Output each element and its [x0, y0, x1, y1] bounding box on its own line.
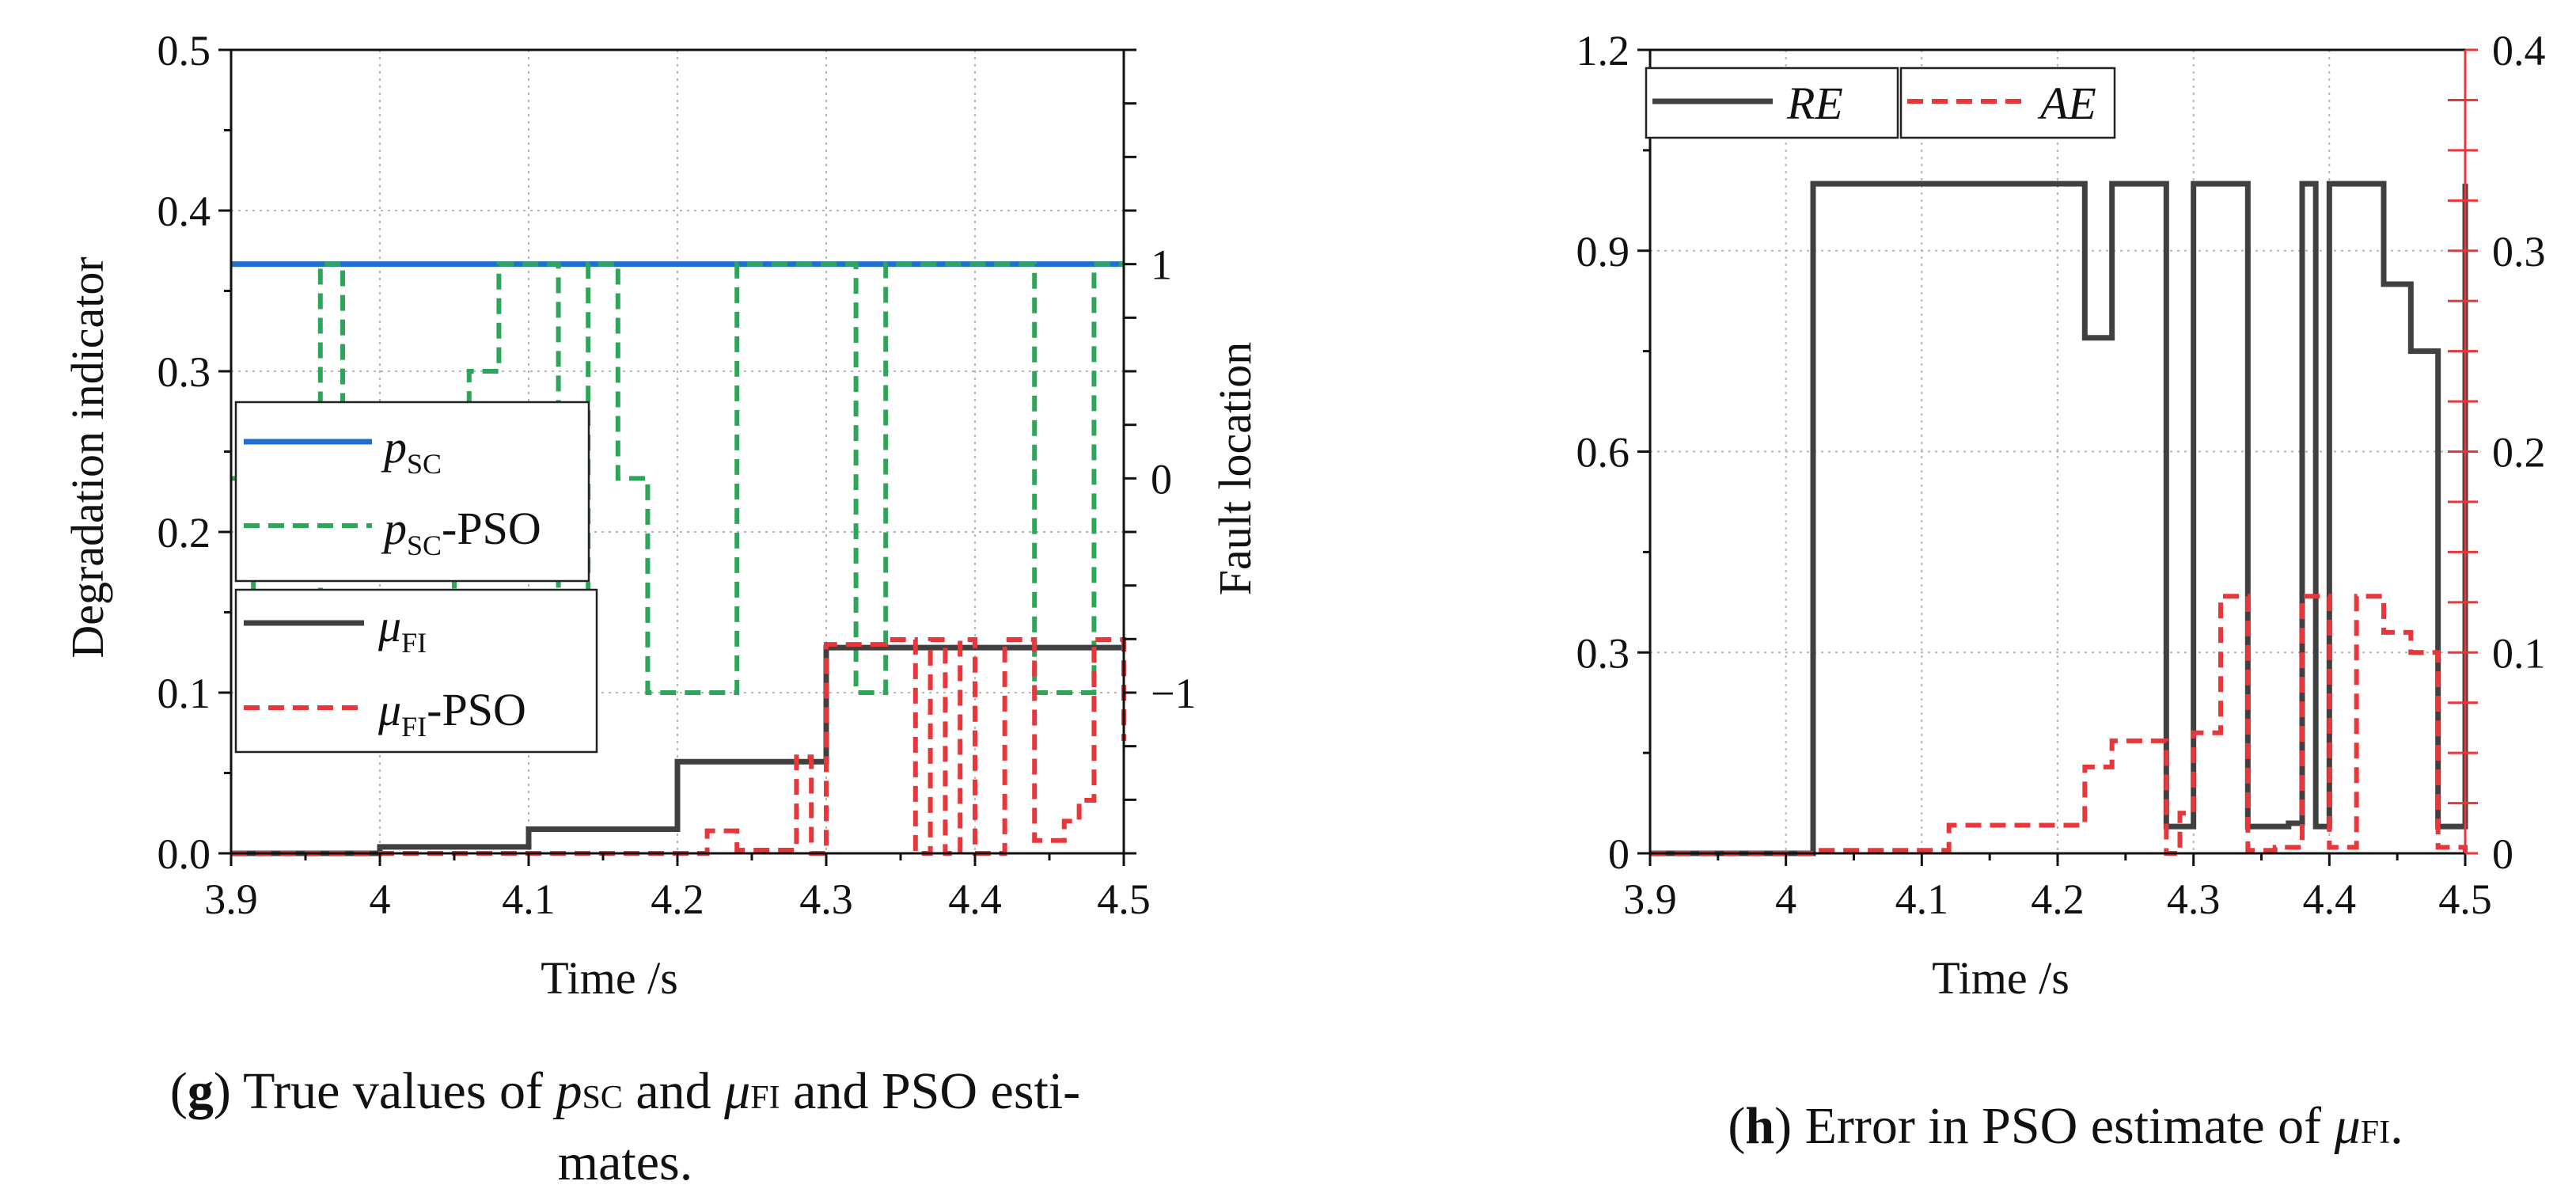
x-tick-label: 4.3 [2167, 875, 2221, 923]
legend-label-re: RE [1786, 78, 1843, 129]
x-tick-label: 4.1 [502, 875, 556, 923]
x-tick-label: 3.9 [204, 875, 258, 923]
y2-tick-label: 0.1 [2492, 629, 2546, 677]
series-line-ae [1650, 594, 2468, 856]
grid-h [1650, 50, 2465, 853]
legend-label-psc: pSC [381, 421, 442, 480]
y-tick-label: 0.6 [1576, 429, 1630, 477]
x-axis-label-g: Time /s [541, 952, 678, 1004]
x-tick-label: 4.5 [1097, 875, 1151, 923]
x-axis-g: 3.9 4 4.1 4.2 4.3 4.4 4.5 [204, 853, 1151, 923]
y2-axis-h: 0 0.1 0.2 0.3 0.4 [2448, 27, 2546, 878]
x-tick-label: 4.2 [651, 875, 704, 923]
legend-box-re: RE [1645, 66, 1899, 139]
legend-frame-mu [234, 588, 598, 754]
chart-panel-h: 3.9 4 4.1 4.2 4.3 4.4 4.5 0 0.3 0.6 0.9 1.2 0 0.1 0.… [1576, 27, 2546, 1155]
y-tick-label: 0.1 [157, 670, 211, 717]
x-axis-label-h: Time /s [1932, 952, 2070, 1004]
y-tick-label: 0 [1608, 830, 1629, 878]
y-tick-label: 0.3 [157, 348, 211, 396]
series-group-h [1650, 180, 2468, 856]
y-tick-label: 0.9 [1576, 228, 1630, 275]
y-tick-label: 0.4 [157, 188, 211, 235]
legend-label-mufi-pso: μFI-PSO [377, 684, 526, 743]
y2-tick-label: 1 [1151, 241, 1172, 289]
x-tick-label: 4.4 [2303, 875, 2357, 923]
y2-tick-label: 0.3 [2492, 228, 2546, 275]
x-tick-label: 3.9 [1623, 875, 1677, 923]
series-line-mu-fi [231, 644, 1124, 856]
x-tick-label: 4.5 [2438, 875, 2492, 923]
y2-tick-label: 0.2 [2492, 429, 2546, 477]
y-axis-label-g: Degradation indicator [62, 256, 113, 658]
y-axis-g: 0.0 0.1 0.2 0.3 0.4 0.5 [157, 27, 231, 878]
series-line-mu-fi-pso [231, 637, 1126, 856]
y2-axis-g: 1 0 −1 [1124, 48, 1196, 855]
caption-g-line2: mates. [558, 1134, 692, 1191]
legend-box-p: pSC pSC-PSO [234, 401, 590, 583]
legend-label-psc-pso: pSC-PSO [381, 503, 541, 561]
y-tick-label: 1.2 [1576, 27, 1630, 74]
x-tick-label: 4.4 [948, 875, 1002, 923]
y2-tick-label: 0 [2492, 830, 2513, 878]
x-tick-label: 4 [370, 875, 391, 923]
y-axis-h: 0 0.3 0.6 0.9 1.2 [1576, 27, 1650, 878]
x-axis-h: 3.9 4 4.1 4.2 4.3 4.4 4.5 [1623, 853, 2492, 923]
y-tick-label: 0.5 [157, 27, 211, 74]
y2-tick-label: −1 [1151, 670, 1196, 717]
caption-g-line1: (g) True values of pSC and μFI and PSO e… [170, 1062, 1080, 1120]
legend-label-ae: AE [2037, 78, 2096, 129]
y-tick-label: 0.2 [157, 509, 211, 556]
series-line-re [1650, 180, 2468, 856]
legend-box-ae: AE [1899, 66, 2116, 139]
chart-panel-g: 3.9 4 4.1 4.2 4.3 4.4 4.5 0.0 0.1 0.2 0.3 0.4 0.5 1… [62, 27, 1261, 1191]
legend-box-mu: μFI μFI-PSO [234, 588, 598, 754]
x-tick-label: 4.2 [2031, 875, 2085, 923]
x-tick-label: 4.3 [799, 875, 853, 923]
y-tick-label: 0.0 [157, 830, 211, 878]
y2-tick-label: 0 [1151, 455, 1172, 503]
legend-label-mufi: μFI [377, 600, 427, 659]
legend-frame-p [234, 401, 590, 583]
x-tick-label: 4 [1775, 875, 1796, 923]
y2-axis-label-g: Fault location [1209, 342, 1261, 596]
y2-tick-label: 0.4 [2492, 27, 2546, 74]
y-tick-label: 0.3 [1576, 629, 1630, 677]
caption-h: (h) Error in PSO estimate of μFI. [1728, 1097, 2403, 1155]
x-tick-label: 4.1 [1895, 875, 1949, 923]
